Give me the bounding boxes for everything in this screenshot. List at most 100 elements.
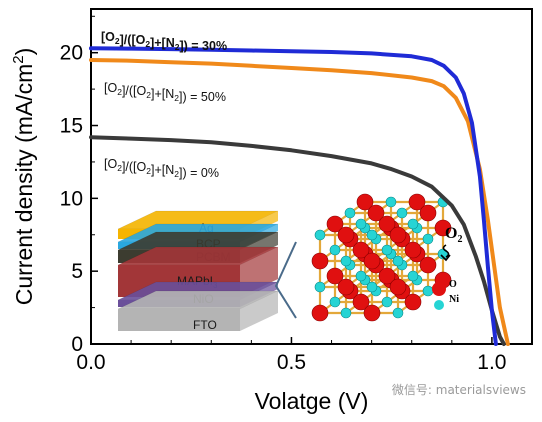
inset-zoom-bracket — [274, 241, 297, 319]
stack-layer-side — [240, 291, 278, 331]
annotation-species: O — [107, 157, 117, 171]
o-atom — [311, 304, 329, 322]
device-stack-inset: AgBCPPCBMMAPbI3NiOFTO — [117, 210, 297, 332]
ni-atom — [340, 255, 352, 267]
o-atom — [337, 278, 355, 296]
o-atom — [367, 204, 385, 222]
annotation-text: ]+[ — [151, 87, 166, 101]
annotation-text: ]/([ — [122, 84, 137, 98]
annotation-subscript: 2 — [175, 42, 180, 52]
annotation-subscript: 2 — [115, 36, 120, 46]
annotation-text: ]) = 50% — [179, 90, 226, 104]
ni-atom — [407, 270, 419, 282]
o-atom — [337, 226, 355, 244]
o-atom — [389, 226, 407, 244]
legend-ni-label: Ni — [449, 294, 459, 305]
ni-atom — [385, 196, 397, 208]
annotation-text: ]/([ — [120, 33, 137, 47]
annotation-species: O — [107, 81, 117, 95]
y-axis-label-close: ) — [11, 48, 37, 56]
o2-arrow-icon — [440, 244, 451, 262]
annotation-text: [ — [101, 30, 106, 44]
o-atom — [378, 215, 396, 233]
annotation-species: O — [136, 33, 146, 47]
y-axis-label: Current density (mA/cm2) — [10, 48, 37, 306]
ni-atom — [396, 207, 408, 219]
curve-annotation: [O2]/([O2]+[N2]) = 0% — [104, 157, 219, 180]
o-atom — [311, 252, 329, 270]
ni-atom — [314, 229, 326, 241]
annotation-species: N — [165, 163, 174, 177]
axis-ticks: 0.0 0.5 1.0 0 5 10 15 20 — [60, 15, 533, 374]
annotation-text: [ — [104, 81, 108, 95]
o-atom — [434, 219, 452, 237]
o-atom — [378, 267, 396, 285]
ni-atom — [355, 270, 367, 282]
y-axis-label-sup: 2 — [10, 55, 27, 63]
o-atom — [326, 215, 344, 233]
ni-atom — [366, 229, 378, 241]
annotation-subscript: 2 — [117, 163, 122, 173]
ni-atom — [344, 207, 356, 219]
annotation-text: ]) = 30% — [179, 39, 227, 53]
o-atom — [352, 293, 370, 311]
annotation-subscript: 2 — [146, 166, 151, 176]
annotation-subscript: 2 — [117, 87, 122, 97]
o-atom — [326, 267, 344, 285]
o-atom — [363, 304, 381, 322]
annotation-text: [ — [104, 157, 108, 171]
y-tick-label: 15 — [60, 115, 83, 138]
annotation-text: ]) = 0% — [179, 166, 219, 180]
o-atom — [419, 256, 437, 274]
plot-frame — [90, 8, 533, 345]
ni-atom — [340, 307, 352, 319]
x-tick-label: 0.0 — [76, 351, 105, 374]
legend-o-swatch — [432, 282, 446, 296]
o2-label-base: O — [445, 225, 457, 242]
x-axis-label: Volatge (V) — [255, 388, 369, 414]
stack-layer-front — [118, 309, 240, 331]
o2-label-sub: 2 — [457, 234, 462, 245]
annotation-text: ]/([ — [122, 160, 137, 174]
y-axis-label-base: Current density (mA/cm — [11, 64, 37, 306]
annotation-species: O — [137, 84, 147, 98]
ni-atom — [422, 285, 434, 297]
ni-atom — [381, 296, 393, 308]
watermark: 微信号: materialsviews — [391, 383, 526, 397]
annotation-text: ]+[ — [151, 163, 166, 177]
ni-atom — [366, 281, 378, 293]
ni-atom — [314, 281, 326, 293]
plot-axes — [90, 8, 533, 345]
ni-atom — [422, 233, 434, 245]
o-atom — [352, 241, 370, 259]
legend-ni-swatch — [434, 300, 444, 310]
annotation-species: O — [137, 160, 147, 174]
jv-curves — [89, 46, 510, 346]
ni-atom — [392, 255, 404, 267]
o-atom — [408, 193, 426, 211]
o-atom — [389, 278, 407, 296]
o-atom — [419, 204, 437, 222]
ni-atom — [381, 244, 393, 256]
annotation-subscript: 2 — [145, 39, 150, 49]
y-tick-label: 0 — [71, 333, 83, 356]
annotation-species: O — [105, 30, 115, 44]
curve-annotations: [O2]/([O2]+[N2]) = 30%[O2]/([O2]+[N2]) =… — [101, 30, 227, 180]
annotation-text: ]+[ — [150, 36, 166, 50]
series-line-50pct — [89, 58, 510, 346]
curve-annotation: [O2]/([O2]+[N2]) = 50% — [104, 81, 226, 104]
ni-atom — [329, 244, 341, 256]
o-atom — [356, 193, 374, 211]
annotation-subscript: 2 — [174, 169, 179, 179]
series-line-0pct — [89, 135, 506, 346]
ni-atom — [355, 218, 367, 230]
y-tick-label: 20 — [60, 42, 83, 65]
curve-annotation: [O2]/([O2]+[N2]) = 30% — [101, 30, 227, 53]
annotation-species: N — [165, 87, 174, 101]
stack-layer-label: FTO — [193, 318, 217, 332]
annotation-species: N — [166, 36, 175, 50]
o-atom — [404, 293, 422, 311]
